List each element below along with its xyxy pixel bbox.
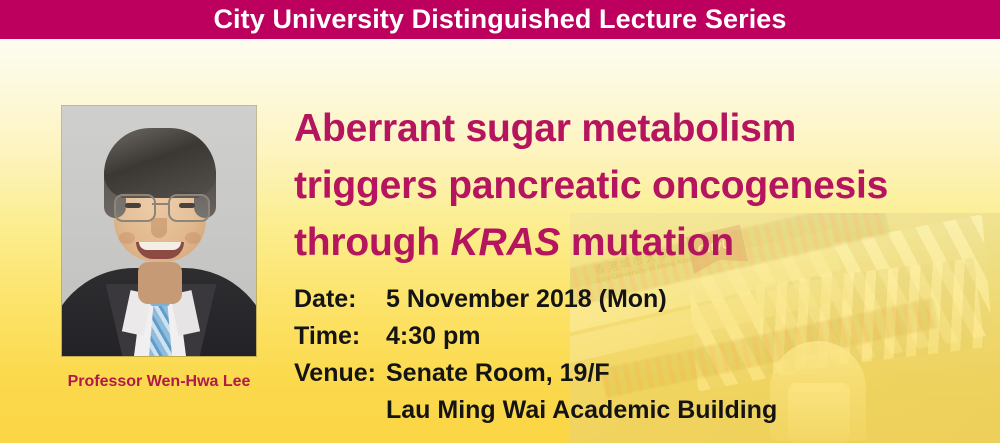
- photo-hair: [104, 128, 216, 198]
- photo-teeth: [139, 242, 181, 250]
- detail-row-time: Time: 4:30 pm: [294, 318, 777, 355]
- venue-value-line-2: Lau Ming Wai Academic Building: [386, 396, 778, 424]
- lecture-title-line-3: through KRAS mutation: [294, 214, 984, 271]
- photo-eyeglasses: [110, 194, 210, 222]
- date-label: Date:: [294, 285, 357, 313]
- speaker-photo-frame: [62, 106, 256, 356]
- venue-label: Venue:: [294, 359, 376, 387]
- lecture-title-gene-name: KRAS: [450, 221, 561, 264]
- lecture-title-line-2: triggers pancreatic oncogenesis: [294, 164, 889, 207]
- time-label: Time:: [294, 322, 361, 350]
- speaker-name-caption: Professor Wen-Hwa Lee: [67, 373, 251, 390]
- lecture-title-line-1: Aberrant sugar metabolism: [294, 107, 797, 150]
- time-value: 4:30 pm: [386, 322, 481, 350]
- watermark-tower-base: [788, 383, 850, 443]
- lecture-title: Aberrant sugar metabolism triggers pancr…: [294, 100, 984, 271]
- photo-neck: [138, 262, 182, 304]
- watermark-tower: [770, 341, 866, 441]
- photo-lens-left: [114, 194, 156, 222]
- event-details: Date: 5 November 2018 (Mon) Time: 4:30 p…: [294, 281, 777, 429]
- photo-eye-right: [179, 203, 195, 208]
- detail-row-date: Date: 5 November 2018 (Mon): [294, 281, 777, 318]
- detail-row-venue: Venue: Senate Room, 19/F: [294, 355, 777, 392]
- photo-lens-right: [168, 194, 210, 222]
- detail-row-venue-continued: Lau Ming Wai Academic Building: [294, 392, 777, 429]
- series-banner-title: City University Distinguished Lecture Se…: [213, 4, 787, 34]
- venue-value-line-1: Senate Room, 19/F: [386, 359, 610, 387]
- photo-mouth: [136, 242, 184, 259]
- photo-nose: [151, 218, 167, 238]
- photo-cheek-left: [119, 232, 135, 244]
- venue-label-spacer: [294, 392, 386, 429]
- date-value: 5 November 2018 (Mon): [386, 285, 667, 313]
- photo-eye-left: [125, 203, 141, 208]
- photo-cheek-right: [185, 232, 201, 244]
- watermark-canopy-secondary: [755, 257, 985, 375]
- photo-glasses-bridge: [152, 203, 168, 205]
- series-banner: City University Distinguished Lecture Se…: [0, 0, 1000, 39]
- speaker-photo: [62, 106, 256, 356]
- lecture-title-line-3-prefix: through: [294, 221, 451, 264]
- lecture-title-line-3-suffix: mutation: [560, 221, 734, 264]
- photo-necktie: [149, 298, 172, 356]
